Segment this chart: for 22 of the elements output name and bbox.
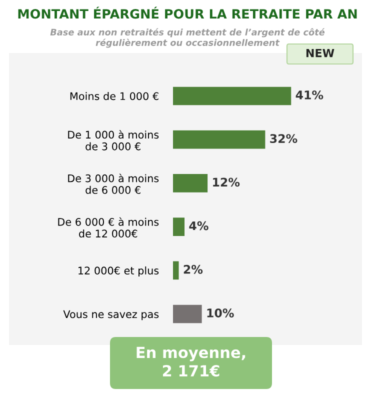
y-tick-label: 12 000€ et plus — [78, 266, 159, 277]
bar — [173, 218, 185, 236]
bar — [173, 130, 266, 149]
data-label: 41% — [296, 90, 324, 100]
bar — [173, 261, 179, 280]
bar — [173, 86, 292, 106]
text: NEW — [306, 48, 334, 58]
data-label: 2% — [184, 264, 203, 274]
bar — [173, 174, 208, 192]
data-label: 12% — [213, 178, 240, 187]
y-tick-label: De 3 000 à moins de 6 000 € — [68, 174, 159, 194]
data-label: 4% — [189, 221, 208, 230]
data-label: 32% — [270, 134, 298, 144]
y-tick-label: De 6 000 € à moins de 12 000€ — [58, 217, 159, 238]
text: En moyenne, 2 171€ — [136, 346, 246, 377]
y-tick-label: Vous ne savez pas — [63, 310, 159, 320]
bar — [173, 304, 202, 324]
chart-subtitle: Base aux non retraités qui mettent de l’argent de côté régulièrement ou occasionnellement — [50, 28, 325, 48]
chart-title: MONTANT ÉPARGNÉ POUR LA RETRAITE PAR AN — [18, 6, 357, 19]
data-label: 10% — [207, 308, 234, 318]
y-tick-label: Moins de 1 000 € — [70, 92, 158, 100]
y-tick-label: De 1 000 à moins de 3 000 € — [68, 130, 159, 150]
